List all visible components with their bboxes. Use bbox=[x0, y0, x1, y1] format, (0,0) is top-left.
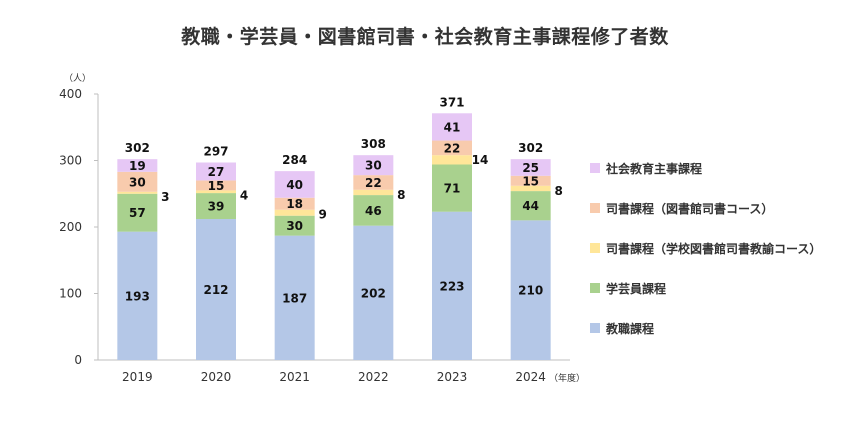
y-tick-label: 200 bbox=[59, 220, 82, 234]
bar-total-label: 371 bbox=[439, 95, 464, 109]
bar-value-label: 57 bbox=[129, 206, 146, 220]
bar-segment bbox=[196, 193, 236, 220]
bar-segment bbox=[196, 190, 236, 194]
bar-total-label: 284 bbox=[282, 153, 307, 167]
bar-value-label: 9 bbox=[318, 208, 326, 222]
bar-value-label: 14 bbox=[472, 153, 489, 167]
bar-value-label: 202 bbox=[361, 286, 386, 300]
bar-value-label: 15 bbox=[522, 174, 539, 188]
bar-segment bbox=[117, 171, 158, 192]
x-tick-label: 2019 bbox=[122, 370, 153, 384]
x-tick-label: 2024 bbox=[515, 370, 546, 384]
bar-value-label: 212 bbox=[203, 283, 228, 297]
bar-segment bbox=[117, 191, 158, 194]
chart-title: 教職・学芸員・図書館司書・社会教育主事課程修了者数 bbox=[181, 26, 669, 48]
bar-value-label: 22 bbox=[365, 176, 382, 190]
bar-segment bbox=[353, 189, 394, 196]
bar-value-label: 41 bbox=[444, 120, 461, 134]
y-tick-label: 300 bbox=[59, 154, 82, 168]
bar-segment bbox=[274, 171, 315, 198]
bar-value-label: 15 bbox=[208, 179, 225, 193]
legend-swatch bbox=[590, 323, 600, 333]
bar-segment bbox=[117, 231, 158, 360]
legend-swatch bbox=[590, 163, 600, 173]
bar-value-label: 46 bbox=[365, 204, 382, 218]
bar-value-label: 30 bbox=[365, 159, 382, 173]
legend-item: 学芸員課程 bbox=[590, 280, 821, 296]
bar-segment bbox=[274, 197, 315, 210]
bar-value-label: 8 bbox=[397, 188, 405, 202]
x-tick-label: 2020 bbox=[201, 370, 232, 384]
bar-value-label: 27 bbox=[208, 165, 225, 179]
bar-segment bbox=[196, 162, 236, 181]
bar-value-label: 30 bbox=[286, 219, 303, 233]
bar-segment bbox=[274, 235, 315, 360]
x-unit-label: （年度） bbox=[549, 372, 585, 384]
bar-segment bbox=[510, 159, 551, 176]
bar-value-label: 8 bbox=[554, 184, 562, 198]
bar-segment bbox=[196, 180, 236, 191]
bar-value-label: 18 bbox=[286, 197, 303, 211]
y-tick-label: 400 bbox=[59, 87, 82, 101]
bar-segment bbox=[510, 185, 551, 192]
bar-value-label: 210 bbox=[518, 284, 543, 298]
legend-label: 社会教育主事課程 bbox=[606, 161, 703, 176]
bar-segment bbox=[432, 211, 472, 360]
legend-swatch bbox=[590, 243, 600, 253]
bar-segment bbox=[117, 159, 158, 172]
bar-value-label: 193 bbox=[125, 289, 150, 303]
legend-item: 社会教育主事課程 bbox=[590, 160, 821, 176]
bar-segment bbox=[510, 175, 551, 186]
bar-total-label: 302 bbox=[518, 141, 543, 155]
bar-segment bbox=[353, 175, 394, 190]
bar-segment bbox=[117, 193, 158, 232]
bar-segment bbox=[510, 220, 551, 360]
legend-swatch bbox=[590, 203, 600, 213]
x-tick-label: 2022 bbox=[358, 370, 389, 384]
bar-value-label: 71 bbox=[444, 182, 461, 196]
bar-segment bbox=[274, 215, 315, 236]
bar-total-label: 302 bbox=[125, 141, 150, 155]
y-tick-label: 100 bbox=[59, 287, 82, 301]
legend-label: 司書課程（図書館司書コース） bbox=[606, 201, 774, 216]
bar-value-label: 44 bbox=[522, 199, 539, 213]
y-tick-label: 0 bbox=[74, 353, 82, 367]
bar-value-label: 19 bbox=[129, 159, 146, 173]
legend-swatch bbox=[590, 283, 600, 293]
x-tick-label: 2021 bbox=[279, 370, 310, 384]
bar-segment bbox=[432, 140, 472, 156]
bar-value-label: 4 bbox=[240, 188, 248, 202]
bar-segment bbox=[353, 155, 394, 176]
bar-value-label: 25 bbox=[522, 161, 539, 175]
legend: 社会教育主事課程司書課程（図書館司書コース） 司書課程（学校図書館司書教諭コース）… bbox=[590, 160, 821, 360]
bar-segment bbox=[432, 113, 472, 141]
y-unit-label: （人） bbox=[64, 73, 91, 84]
bar-segment bbox=[353, 195, 394, 226]
bar-total-label: 308 bbox=[361, 137, 386, 151]
bar-value-label: 40 bbox=[286, 178, 303, 192]
bar-value-label: 3 bbox=[161, 190, 169, 204]
bar-value-label: 22 bbox=[444, 141, 461, 155]
legend-label: 教職課程 bbox=[606, 321, 655, 336]
bar-value-label: 187 bbox=[282, 291, 307, 305]
legend-item: 司書課程（学校図書館司書教諭コース） bbox=[590, 240, 821, 256]
bar-segment bbox=[353, 225, 394, 360]
legend-item: 教職課程 bbox=[590, 320, 821, 336]
bar-value-label: 223 bbox=[439, 279, 464, 293]
bar-segment bbox=[196, 219, 236, 360]
legend-label: 学芸員課程 bbox=[606, 281, 667, 296]
bar-value-label: 39 bbox=[208, 200, 225, 214]
bar-segment bbox=[274, 209, 315, 216]
legend-label: 司書課程（学校図書館司書教諭コース） bbox=[606, 241, 822, 256]
legend-item: 司書課程（図書館司書コース） bbox=[590, 200, 821, 216]
bar-segment bbox=[510, 191, 551, 221]
bar-value-label: 30 bbox=[129, 175, 146, 189]
bar-segment bbox=[432, 164, 472, 212]
x-tick-label: 2023 bbox=[437, 370, 468, 384]
bar-total-label: 297 bbox=[203, 144, 228, 158]
bar-segment bbox=[432, 155, 472, 165]
